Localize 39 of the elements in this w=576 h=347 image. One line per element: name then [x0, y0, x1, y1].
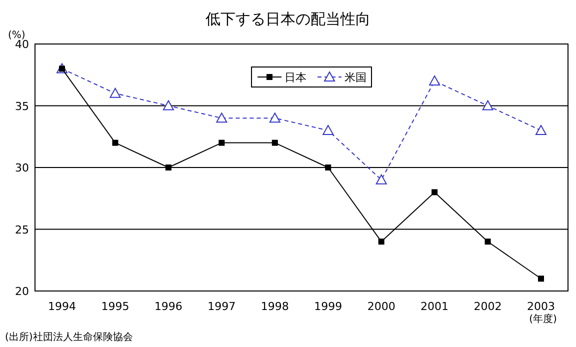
x-tick-label: 1999	[314, 300, 342, 313]
x-tick-label: 1998	[260, 300, 289, 313]
x-tick-label: 2001	[420, 300, 449, 313]
x-tick-label: 2002	[474, 300, 502, 313]
text: (出所)社団法人生命保険協会	[5, 331, 133, 343]
x-tick-label: 2003	[527, 300, 555, 313]
legend-label: 米国	[344, 71, 366, 84]
point	[269, 112, 280, 123]
point	[218, 140, 225, 146]
x-tick-label: 1996	[154, 300, 182, 313]
x-tick-label: 1994	[48, 300, 76, 313]
point	[162, 100, 174, 110]
point	[378, 238, 384, 245]
y-tick-label: 20	[15, 285, 29, 298]
point	[376, 174, 387, 184]
legend-label: 日本	[284, 71, 306, 84]
y-tick-label: 35	[15, 100, 29, 113]
point	[429, 76, 440, 86]
point	[322, 124, 334, 135]
point	[536, 124, 546, 135]
point	[484, 238, 491, 245]
y-tick-label: 40	[15, 38, 29, 51]
chart-title: 低下する日本の配当性向	[206, 10, 370, 28]
point	[112, 140, 118, 146]
x-tick-label: 2000	[367, 300, 396, 313]
x-tick-label: 1995	[101, 300, 130, 313]
x-axis-title: (年度)	[529, 313, 557, 325]
y-tick-label: 30	[15, 162, 29, 174]
point	[432, 189, 438, 196]
y-tick-label: 25	[15, 223, 29, 236]
point	[482, 100, 494, 110]
point	[216, 112, 228, 123]
point	[110, 88, 121, 98]
point	[325, 164, 332, 170]
point	[538, 276, 544, 282]
point	[272, 140, 278, 146]
y-axis-title: (%)	[8, 30, 26, 41]
point	[165, 164, 172, 170]
x-tick-label: 1997	[208, 300, 236, 313]
